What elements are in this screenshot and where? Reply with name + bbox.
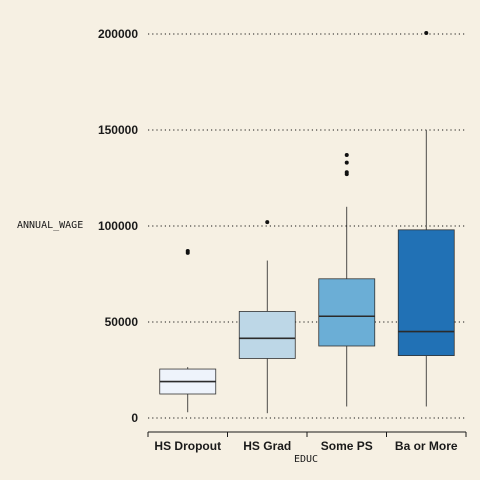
iqr-box	[239, 311, 295, 358]
iqr-box	[398, 230, 454, 356]
y-tick-label: 100000	[98, 219, 138, 233]
y-axis-label: ANNUAL_WAGE	[17, 220, 83, 231]
grid-layer	[148, 34, 466, 418]
x-tick-label: HS Grad	[243, 439, 291, 453]
box-hs-dropout	[160, 249, 216, 412]
box-some-ps	[319, 153, 375, 407]
y-tick-label: 0	[131, 411, 138, 425]
y-tick-label: 150000	[98, 123, 138, 137]
y-tick-labels: 0 50000 100000 150000 200000	[98, 27, 138, 425]
x-axis-label: EDUC	[294, 454, 318, 465]
x-tick-label: Ba or More	[395, 439, 458, 453]
x-axis: HS Dropout HS Grad Some PS Ba or More	[148, 432, 466, 453]
x-tick-label: HS Dropout	[154, 439, 221, 453]
y-tick-label: 200000	[98, 27, 138, 41]
box-ba-or-more	[398, 31, 454, 406]
outlier-point	[186, 249, 190, 253]
outlier-point	[345, 153, 349, 157]
x-tick-label: Some PS	[321, 439, 373, 453]
outlier-point	[345, 161, 349, 165]
outlier-point	[424, 31, 428, 35]
outlier-point	[265, 220, 269, 224]
y-tick-label: 50000	[105, 315, 139, 329]
outlier-point	[345, 170, 349, 174]
boxes-layer	[160, 31, 455, 413]
iqr-box	[319, 279, 375, 346]
box-hs-grad	[239, 220, 295, 413]
